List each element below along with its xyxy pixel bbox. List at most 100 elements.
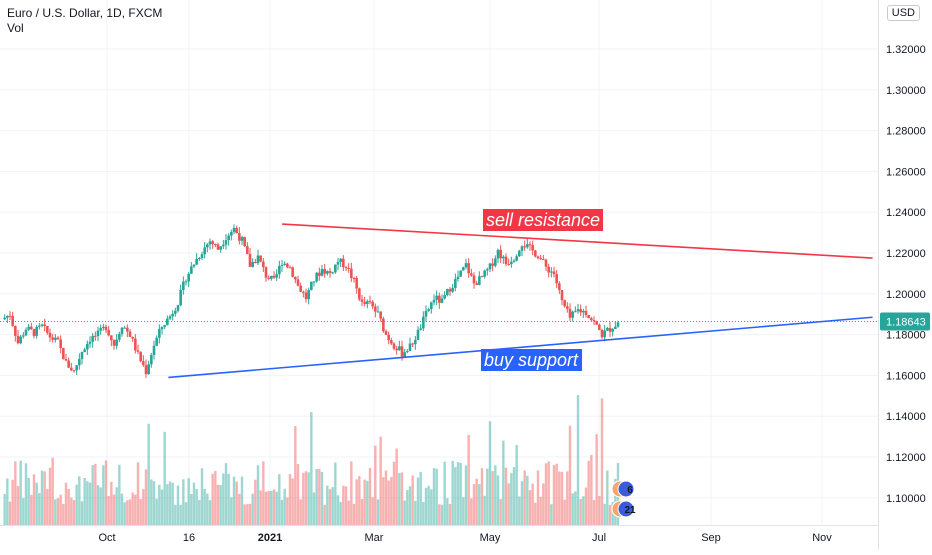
candle bbox=[16, 330, 20, 345]
volume-bar bbox=[456, 462, 460, 525]
volume-indicator-label[interactable]: Vol bbox=[7, 21, 24, 35]
volume-bar bbox=[288, 474, 292, 525]
candle bbox=[459, 270, 462, 277]
candle bbox=[323, 264, 326, 278]
volume-bar bbox=[200, 468, 204, 525]
candle bbox=[443, 291, 446, 300]
candle bbox=[182, 276, 185, 295]
volume-bar bbox=[459, 462, 462, 525]
volume-bar bbox=[595, 434, 598, 525]
event-markers[interactable]: 6 21 bbox=[611, 480, 636, 518]
volume-bar bbox=[54, 499, 57, 525]
volume-bar bbox=[451, 460, 454, 525]
volume-bar bbox=[478, 484, 481, 525]
candle bbox=[243, 236, 246, 247]
volume-bar bbox=[264, 491, 268, 525]
candle bbox=[456, 270, 460, 282]
candle bbox=[104, 324, 108, 333]
event-marker[interactable]: 6 bbox=[611, 480, 635, 498]
candle bbox=[304, 288, 308, 303]
volume-bar bbox=[227, 473, 230, 525]
support-trendline[interactable] bbox=[168, 316, 873, 379]
candle bbox=[328, 267, 332, 278]
candle bbox=[219, 246, 222, 253]
candle bbox=[334, 264, 337, 274]
candle bbox=[464, 258, 468, 270]
candle bbox=[278, 260, 281, 279]
candle bbox=[43, 318, 46, 332]
volume-bar bbox=[515, 445, 518, 525]
candle bbox=[507, 258, 510, 266]
volume-bar bbox=[475, 478, 478, 525]
volume-bar bbox=[118, 464, 121, 525]
event-marker-count: 6 bbox=[627, 485, 633, 496]
price-axis[interactable]: 1.32000 1.30000 1.28000 1.26000 1.24000 1.220… bbox=[886, 44, 926, 505]
candle bbox=[584, 305, 588, 318]
event-marker[interactable]: 21 bbox=[611, 500, 636, 518]
volume-bar bbox=[563, 499, 566, 525]
volume-bar bbox=[424, 487, 428, 525]
candle bbox=[595, 320, 598, 326]
candle bbox=[115, 334, 118, 350]
volume-bar bbox=[160, 489, 164, 525]
candle bbox=[160, 326, 164, 335]
candle bbox=[408, 337, 412, 352]
candle bbox=[576, 303, 580, 314]
candle bbox=[38, 322, 41, 330]
candle bbox=[555, 270, 558, 289]
volume-bar bbox=[8, 501, 12, 525]
time-axis[interactable]: Oct 16 2021 Mar May Jul Sep Nov bbox=[98, 532, 832, 544]
volume-bar bbox=[144, 469, 148, 525]
candle bbox=[192, 264, 196, 269]
candle bbox=[56, 336, 60, 340]
volume-bar bbox=[219, 485, 222, 525]
candle bbox=[499, 245, 502, 263]
candle bbox=[560, 289, 564, 306]
candle bbox=[382, 316, 385, 333]
volume-bar bbox=[427, 485, 430, 525]
candle bbox=[467, 258, 470, 278]
volume-bar bbox=[486, 468, 489, 525]
candle bbox=[462, 266, 465, 271]
resistance-trendline[interactable] bbox=[282, 223, 873, 259]
price-tick-label: 1.24000 bbox=[886, 207, 926, 219]
candle bbox=[254, 258, 257, 264]
candle bbox=[430, 301, 433, 314]
volume-bar bbox=[518, 496, 521, 525]
candle bbox=[472, 272, 476, 289]
volume-bar bbox=[408, 486, 412, 525]
candle bbox=[523, 240, 526, 251]
buy-support-label[interactable]: buy support bbox=[480, 349, 583, 371]
candle bbox=[206, 242, 209, 253]
volume-bar bbox=[203, 488, 206, 525]
volume-bar bbox=[419, 471, 422, 525]
candle bbox=[11, 311, 14, 327]
volume-bar bbox=[576, 395, 580, 525]
candle bbox=[294, 276, 297, 284]
price-tick-label: 1.22000 bbox=[886, 248, 926, 260]
current-price-tag: 1.18643 bbox=[880, 312, 930, 331]
volume-bar bbox=[59, 494, 62, 525]
candle bbox=[270, 275, 273, 281]
volume-bar bbox=[384, 470, 388, 525]
volume-bar bbox=[6, 478, 9, 525]
volume-bar bbox=[379, 436, 382, 525]
candle bbox=[371, 300, 374, 310]
volume-bar bbox=[547, 461, 550, 525]
volume-bar bbox=[328, 489, 332, 525]
volume-bar bbox=[443, 461, 446, 525]
candle bbox=[128, 329, 132, 338]
volume-bar bbox=[414, 500, 417, 525]
candle bbox=[102, 323, 105, 331]
volume-bar bbox=[392, 461, 396, 525]
sell-resistance-label[interactable]: sell resistance bbox=[482, 209, 604, 231]
volume-bar bbox=[528, 490, 532, 525]
candle bbox=[299, 282, 302, 293]
currency-badge[interactable]: USD bbox=[886, 5, 920, 21]
candle bbox=[14, 325, 17, 342]
volume-bar bbox=[126, 500, 129, 525]
volume-bar bbox=[150, 479, 153, 525]
volume-bar bbox=[352, 503, 356, 525]
